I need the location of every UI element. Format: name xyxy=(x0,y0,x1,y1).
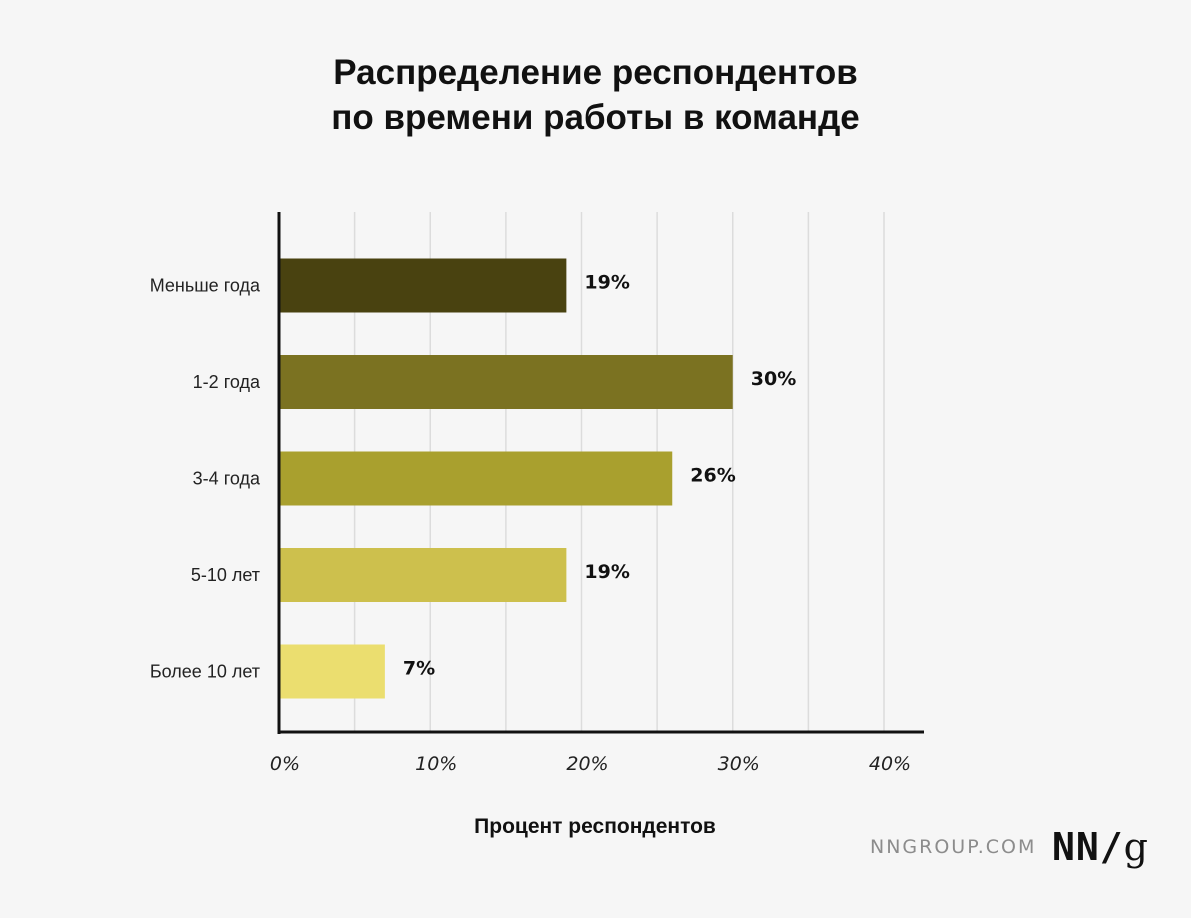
chart-title: Распределение респондентов по времени ра… xyxy=(0,50,1191,140)
x-tick-label: 10% xyxy=(415,753,457,775)
x-axis-label: Процент респондентов xyxy=(474,815,716,838)
data-label: 19% xyxy=(584,272,629,294)
data-label: 7% xyxy=(403,658,435,680)
data-label: 26% xyxy=(690,465,735,487)
bar xyxy=(279,644,385,699)
data-label: 30% xyxy=(751,368,796,390)
data-label: 19% xyxy=(584,561,629,583)
x-tick-label: 30% xyxy=(718,753,760,775)
nng-logo: NN/g xyxy=(1052,825,1149,869)
bar xyxy=(279,548,567,602)
category-label: Более 10 лет xyxy=(150,662,260,682)
category-label: 1-2 года xyxy=(193,372,261,392)
chart-title-line-1: Распределение респондентов xyxy=(333,53,858,92)
bar xyxy=(279,355,733,409)
bar xyxy=(279,258,567,313)
chart-title-line-2: по времени работы в команде xyxy=(331,98,860,137)
category-label: 5-10 лет xyxy=(191,565,260,585)
category-label: 3-4 года xyxy=(193,469,261,489)
x-tick-label: 20% xyxy=(566,753,608,775)
x-tick-label: 40% xyxy=(869,753,911,775)
bar xyxy=(279,451,673,506)
category-label: Меньше года xyxy=(150,276,261,296)
brand-site-text: NNGROUP.COM xyxy=(870,836,1037,858)
x-tick-label: 0% xyxy=(270,753,300,775)
